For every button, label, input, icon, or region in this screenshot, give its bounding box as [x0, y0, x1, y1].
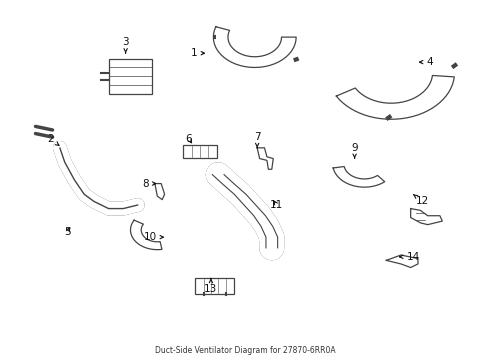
Text: 1: 1: [191, 48, 204, 58]
FancyBboxPatch shape: [195, 278, 234, 294]
Polygon shape: [130, 220, 162, 249]
Text: 3: 3: [122, 37, 129, 53]
Polygon shape: [155, 184, 165, 200]
Polygon shape: [213, 27, 296, 67]
Text: 2: 2: [47, 134, 59, 145]
Text: 7: 7: [254, 132, 261, 148]
Text: 5: 5: [64, 227, 71, 237]
Text: Duct-Side Ventilator Diagram for 27870-6RR0A: Duct-Side Ventilator Diagram for 27870-6…: [155, 346, 335, 355]
FancyBboxPatch shape: [183, 145, 217, 158]
Text: 4: 4: [419, 57, 434, 67]
Text: 10: 10: [144, 232, 163, 242]
Text: 9: 9: [351, 143, 358, 158]
Polygon shape: [336, 76, 454, 119]
Polygon shape: [257, 148, 273, 169]
Polygon shape: [411, 208, 442, 225]
Text: 11: 11: [270, 200, 283, 210]
Bar: [109, 59, 152, 94]
Polygon shape: [386, 255, 418, 267]
Text: 6: 6: [186, 134, 192, 144]
Polygon shape: [333, 167, 385, 187]
Text: 14: 14: [400, 252, 420, 262]
Text: 8: 8: [142, 179, 156, 189]
Text: 13: 13: [204, 278, 218, 294]
Text: 12: 12: [414, 194, 429, 206]
